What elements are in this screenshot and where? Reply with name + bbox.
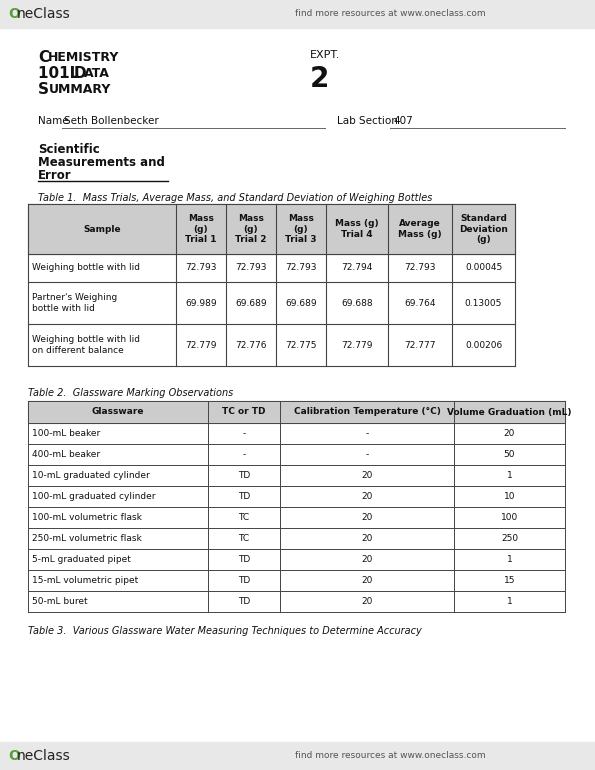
Text: 0.00206: 0.00206 [465, 340, 502, 350]
Text: 250-mL volumetric flask: 250-mL volumetric flask [32, 534, 142, 543]
Text: Table 3.  Various Glassware Water Measuring Techniques to Determine Accuracy: Table 3. Various Glassware Water Measuri… [28, 626, 422, 636]
Text: 69.688: 69.688 [341, 299, 373, 307]
Text: 0.00045: 0.00045 [465, 263, 502, 273]
Text: 20: 20 [361, 513, 372, 522]
Text: EXPT.: EXPT. [310, 50, 340, 60]
Text: ATA: ATA [84, 67, 110, 80]
Text: TD: TD [238, 471, 250, 480]
Text: Calibration Temperature (°C): Calibration Temperature (°C) [293, 407, 440, 417]
Text: Mass
(g)
Trial 2: Mass (g) Trial 2 [235, 214, 267, 244]
Text: 69.689: 69.689 [285, 299, 317, 307]
Text: TD: TD [238, 555, 250, 564]
Text: Standard
Deviation
(g): Standard Deviation (g) [459, 214, 508, 244]
Text: Partner's Weighing
bottle with lid: Partner's Weighing bottle with lid [32, 293, 117, 313]
Text: TD: TD [238, 576, 250, 585]
Text: 20: 20 [361, 492, 372, 501]
Text: 250: 250 [501, 534, 518, 543]
Text: 69.764: 69.764 [404, 299, 436, 307]
Text: -: - [242, 450, 246, 459]
Text: find more resources at www.oneclass.com: find more resources at www.oneclass.com [295, 9, 486, 18]
Text: 1: 1 [506, 471, 512, 480]
Text: 2: 2 [310, 65, 330, 93]
Text: TC or TD: TC or TD [223, 407, 266, 417]
Text: 15: 15 [504, 576, 515, 585]
Text: 10-mL graduated cylinder: 10-mL graduated cylinder [32, 471, 150, 480]
Text: 72.779: 72.779 [342, 340, 372, 350]
Text: 69.989: 69.989 [185, 299, 217, 307]
Text: Table 2.  Glassware Marking Observations: Table 2. Glassware Marking Observations [28, 388, 233, 398]
Text: 69.689: 69.689 [235, 299, 267, 307]
Text: -: - [365, 429, 369, 438]
Bar [28, 401, 565, 423]
Text: Sample: Sample [83, 225, 121, 233]
Text: O: O [8, 7, 20, 21]
Text: 72.793: 72.793 [185, 263, 217, 273]
Text: 100-mL beaker: 100-mL beaker [32, 429, 100, 438]
Text: TD: TD [238, 492, 250, 501]
Text: 50: 50 [504, 450, 515, 459]
Text: Lab Section: Lab Section [337, 116, 398, 126]
Text: Scientific: Scientific [38, 143, 100, 156]
Text: Name: Name [38, 116, 68, 126]
Text: 100-mL volumetric flask: 100-mL volumetric flask [32, 513, 142, 522]
Text: 72.777: 72.777 [404, 340, 436, 350]
Text: S: S [38, 82, 49, 97]
Bar [28, 204, 515, 254]
Text: Table 1.  Mass Trials, Average Mass, and Standard Deviation of Weighing Bottles: Table 1. Mass Trials, Average Mass, and … [38, 193, 433, 203]
Text: 20: 20 [361, 471, 372, 480]
Text: Error: Error [38, 169, 71, 182]
Text: 100-mL graduated cylinder: 100-mL graduated cylinder [32, 492, 155, 501]
Text: 72.793: 72.793 [235, 263, 267, 273]
Text: C: C [38, 50, 49, 65]
Text: 1: 1 [506, 597, 512, 606]
Text: Volume Graduation (mL): Volume Graduation (mL) [447, 407, 572, 417]
Text: 407: 407 [393, 116, 413, 126]
Text: neClass: neClass [17, 749, 71, 763]
Text: Weighing bottle with lid: Weighing bottle with lid [32, 263, 140, 273]
Text: 1: 1 [506, 555, 512, 564]
Text: UMMARY: UMMARY [49, 83, 111, 96]
Text: 20: 20 [361, 597, 372, 606]
Text: O: O [8, 749, 20, 763]
Text: Weighing bottle with lid
on different balance: Weighing bottle with lid on different ba… [32, 335, 140, 355]
Text: TD: TD [238, 597, 250, 606]
Text: Glassware: Glassware [92, 407, 144, 417]
Text: 100: 100 [501, 513, 518, 522]
Bar [0, 742, 595, 770]
Text: Mass
(g)
Trial 3: Mass (g) Trial 3 [285, 214, 317, 244]
Text: Seth Bollenbecker: Seth Bollenbecker [64, 116, 159, 126]
Text: Mass (g)
Trial 4: Mass (g) Trial 4 [335, 219, 379, 239]
Bar [0, 0, 595, 28]
Text: 0.13005: 0.13005 [465, 299, 502, 307]
Text: 72.793: 72.793 [404, 263, 436, 273]
Text: HEMISTRY: HEMISTRY [48, 51, 120, 64]
Text: Measurements and: Measurements and [38, 156, 165, 169]
Text: Average
Mass (g): Average Mass (g) [398, 219, 442, 239]
Text: neClass: neClass [17, 7, 71, 21]
Text: 20: 20 [361, 534, 372, 543]
Text: 15-mL volumetric pipet: 15-mL volumetric pipet [32, 576, 138, 585]
Text: 5-mL graduated pipet: 5-mL graduated pipet [32, 555, 131, 564]
Text: -: - [242, 429, 246, 438]
Text: 72.776: 72.776 [235, 340, 267, 350]
Text: Mass
(g)
Trial 1: Mass (g) Trial 1 [185, 214, 217, 244]
Text: TC: TC [239, 534, 249, 543]
Text: 20: 20 [361, 555, 372, 564]
Text: find more resources at www.oneclass.com: find more resources at www.oneclass.com [295, 752, 486, 761]
Text: 20: 20 [504, 429, 515, 438]
Text: 101L: 101L [38, 66, 84, 81]
Text: 72.794: 72.794 [342, 263, 372, 273]
Text: 72.779: 72.779 [185, 340, 217, 350]
Text: 72.793: 72.793 [285, 263, 317, 273]
Text: TC: TC [239, 513, 249, 522]
Text: 50-mL buret: 50-mL buret [32, 597, 87, 606]
Text: 20: 20 [361, 576, 372, 585]
Text: -: - [365, 450, 369, 459]
Text: 400-mL beaker: 400-mL beaker [32, 450, 100, 459]
Text: 10: 10 [504, 492, 515, 501]
Text: D: D [74, 66, 87, 81]
Text: 72.775: 72.775 [285, 340, 317, 350]
